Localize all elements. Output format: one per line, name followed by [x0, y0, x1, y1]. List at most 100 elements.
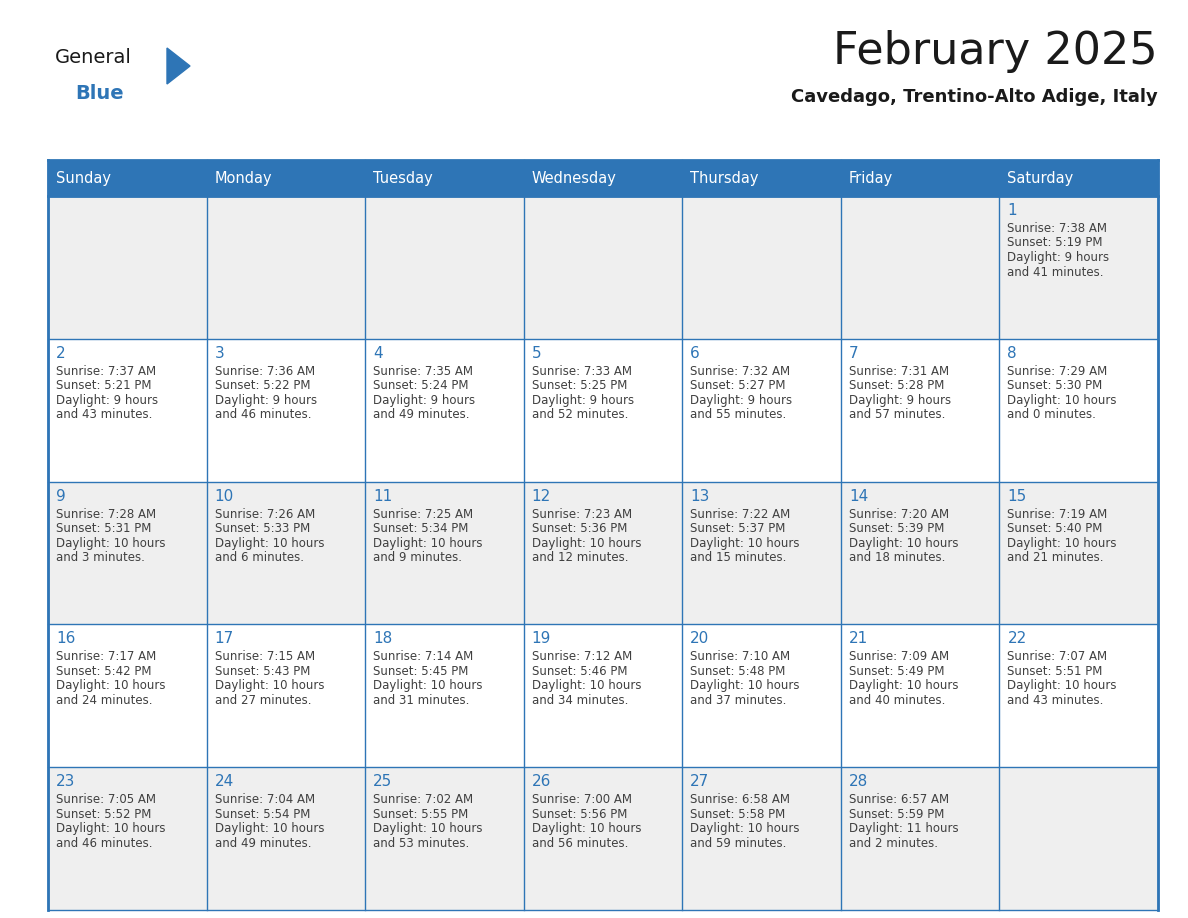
- Text: and 49 minutes.: and 49 minutes.: [215, 836, 311, 850]
- Text: 26: 26: [532, 774, 551, 789]
- Text: and 43 minutes.: and 43 minutes.: [56, 409, 152, 421]
- Text: Sunrise: 7:09 AM: Sunrise: 7:09 AM: [849, 650, 949, 664]
- Text: Sunrise: 7:12 AM: Sunrise: 7:12 AM: [532, 650, 632, 664]
- Text: Sunrise: 7:29 AM: Sunrise: 7:29 AM: [1007, 364, 1107, 378]
- Bar: [682, 196, 841, 339]
- Text: Sunrise: 7:31 AM: Sunrise: 7:31 AM: [849, 364, 949, 378]
- Text: and 53 minutes.: and 53 minutes.: [373, 836, 469, 850]
- Text: Sunrise: 7:05 AM: Sunrise: 7:05 AM: [56, 793, 156, 806]
- Text: and 52 minutes.: and 52 minutes.: [532, 409, 628, 421]
- Text: February 2025: February 2025: [833, 30, 1158, 73]
- Text: Daylight: 10 hours: Daylight: 10 hours: [532, 823, 642, 835]
- Text: Sunset: 5:36 PM: Sunset: 5:36 PM: [532, 522, 627, 535]
- Text: Monday: Monday: [215, 171, 272, 185]
- Bar: [365, 196, 524, 339]
- Bar: [524, 624, 682, 767]
- Text: Sunset: 5:37 PM: Sunset: 5:37 PM: [690, 522, 785, 535]
- Bar: [48, 767, 207, 910]
- Text: and 6 minutes.: and 6 minutes.: [215, 551, 304, 564]
- Text: Sunrise: 7:07 AM: Sunrise: 7:07 AM: [1007, 650, 1107, 664]
- Text: Sunrise: 7:00 AM: Sunrise: 7:00 AM: [532, 793, 632, 806]
- Bar: [365, 624, 524, 767]
- Text: and 31 minutes.: and 31 minutes.: [373, 694, 469, 707]
- Text: Daylight: 10 hours: Daylight: 10 hours: [215, 823, 324, 835]
- Text: Sunrise: 7:15 AM: Sunrise: 7:15 AM: [215, 650, 315, 664]
- Text: Sunday: Sunday: [56, 171, 110, 185]
- Text: Sunset: 5:30 PM: Sunset: 5:30 PM: [1007, 379, 1102, 392]
- Text: Sunset: 5:43 PM: Sunset: 5:43 PM: [215, 665, 310, 677]
- Text: and 34 minutes.: and 34 minutes.: [532, 694, 628, 707]
- Text: 23: 23: [56, 774, 75, 789]
- Text: 28: 28: [849, 774, 868, 789]
- Bar: [524, 482, 682, 624]
- Text: General: General: [55, 48, 132, 67]
- Text: 14: 14: [849, 488, 868, 504]
- Text: and 24 minutes.: and 24 minutes.: [56, 694, 152, 707]
- Bar: [999, 482, 1158, 624]
- Text: Daylight: 10 hours: Daylight: 10 hours: [1007, 679, 1117, 692]
- Text: Sunrise: 7:26 AM: Sunrise: 7:26 AM: [215, 508, 315, 521]
- Text: and 43 minutes.: and 43 minutes.: [1007, 694, 1104, 707]
- Bar: [841, 624, 999, 767]
- Text: Daylight: 10 hours: Daylight: 10 hours: [532, 537, 642, 550]
- Bar: [48, 482, 207, 624]
- Text: and 2 minutes.: and 2 minutes.: [849, 836, 937, 850]
- Bar: [207, 482, 365, 624]
- Text: Daylight: 10 hours: Daylight: 10 hours: [849, 679, 959, 692]
- Text: Sunrise: 7:17 AM: Sunrise: 7:17 AM: [56, 650, 157, 664]
- Bar: [682, 767, 841, 910]
- Bar: [841, 339, 999, 482]
- Text: Friday: Friday: [849, 171, 893, 185]
- Text: 6: 6: [690, 346, 700, 361]
- Text: and 21 minutes.: and 21 minutes.: [1007, 551, 1104, 564]
- Text: Sunset: 5:52 PM: Sunset: 5:52 PM: [56, 808, 151, 821]
- Bar: [841, 196, 999, 339]
- Text: and 46 minutes.: and 46 minutes.: [215, 409, 311, 421]
- Text: Sunset: 5:19 PM: Sunset: 5:19 PM: [1007, 237, 1102, 250]
- Text: Sunrise: 7:38 AM: Sunrise: 7:38 AM: [1007, 222, 1107, 235]
- Text: Sunrise: 7:20 AM: Sunrise: 7:20 AM: [849, 508, 949, 521]
- Bar: [365, 482, 524, 624]
- Text: Sunrise: 6:57 AM: Sunrise: 6:57 AM: [849, 793, 949, 806]
- Text: and 55 minutes.: and 55 minutes.: [690, 409, 786, 421]
- Text: Daylight: 10 hours: Daylight: 10 hours: [56, 823, 165, 835]
- Text: 11: 11: [373, 488, 392, 504]
- Bar: [207, 624, 365, 767]
- Bar: [682, 624, 841, 767]
- Text: Daylight: 9 hours: Daylight: 9 hours: [849, 394, 950, 407]
- Text: and 0 minutes.: and 0 minutes.: [1007, 409, 1097, 421]
- Text: and 27 minutes.: and 27 minutes.: [215, 694, 311, 707]
- Text: and 37 minutes.: and 37 minutes.: [690, 694, 786, 707]
- Text: Sunset: 5:28 PM: Sunset: 5:28 PM: [849, 379, 944, 392]
- Text: Daylight: 10 hours: Daylight: 10 hours: [215, 537, 324, 550]
- Text: 9: 9: [56, 488, 65, 504]
- Text: Sunset: 5:54 PM: Sunset: 5:54 PM: [215, 808, 310, 821]
- Text: and 18 minutes.: and 18 minutes.: [849, 551, 946, 564]
- Text: 4: 4: [373, 346, 383, 361]
- Bar: [999, 196, 1158, 339]
- Text: Sunset: 5:42 PM: Sunset: 5:42 PM: [56, 665, 152, 677]
- Text: Sunset: 5:46 PM: Sunset: 5:46 PM: [532, 665, 627, 677]
- Text: Daylight: 10 hours: Daylight: 10 hours: [215, 679, 324, 692]
- Text: Sunset: 5:56 PM: Sunset: 5:56 PM: [532, 808, 627, 821]
- Bar: [999, 624, 1158, 767]
- Text: Sunset: 5:45 PM: Sunset: 5:45 PM: [373, 665, 468, 677]
- Text: Daylight: 10 hours: Daylight: 10 hours: [690, 823, 800, 835]
- Text: Sunset: 5:59 PM: Sunset: 5:59 PM: [849, 808, 944, 821]
- Text: 10: 10: [215, 488, 234, 504]
- Bar: [682, 339, 841, 482]
- Text: Daylight: 10 hours: Daylight: 10 hours: [690, 537, 800, 550]
- Bar: [207, 196, 365, 339]
- Text: 21: 21: [849, 632, 868, 646]
- Text: Daylight: 10 hours: Daylight: 10 hours: [56, 537, 165, 550]
- Text: 25: 25: [373, 774, 392, 789]
- Text: 19: 19: [532, 632, 551, 646]
- Text: 15: 15: [1007, 488, 1026, 504]
- Text: Sunset: 5:31 PM: Sunset: 5:31 PM: [56, 522, 151, 535]
- Text: Sunrise: 7:32 AM: Sunrise: 7:32 AM: [690, 364, 790, 378]
- Bar: [682, 482, 841, 624]
- Text: Sunrise: 7:37 AM: Sunrise: 7:37 AM: [56, 364, 156, 378]
- Text: Daylight: 10 hours: Daylight: 10 hours: [532, 679, 642, 692]
- Text: Thursday: Thursday: [690, 171, 759, 185]
- Text: Daylight: 10 hours: Daylight: 10 hours: [56, 679, 165, 692]
